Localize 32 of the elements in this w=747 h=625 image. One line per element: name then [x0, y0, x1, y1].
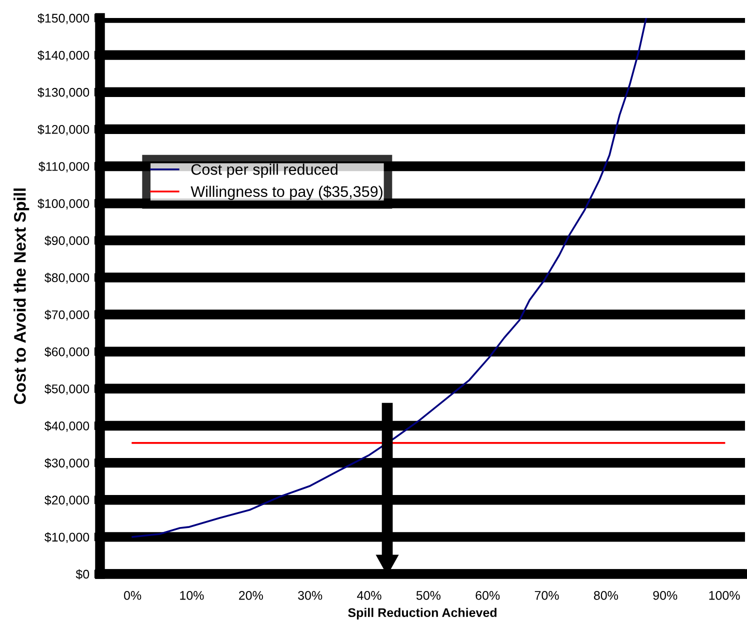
y-axis-title: Cost to Avoid the Next Spill	[14, 188, 30, 404]
line-series	[132, 18, 648, 538]
x-tick-label: 40%	[357, 590, 382, 600]
legend-label: Willingness to pay ($35,359)	[190, 186, 382, 200]
x-tick-label: 100%	[709, 590, 740, 600]
y-tick-label: $90,000	[44, 236, 90, 247]
y-tick-label: $10,000	[44, 532, 90, 544]
x-tick-label: 70%	[534, 590, 559, 600]
y-tick-label: $20,000	[44, 495, 90, 506]
legend-label: Cost per spill reduced	[191, 164, 338, 178]
x-tick-label: 90%	[653, 590, 678, 600]
y-tick-label: $120,000	[38, 124, 90, 136]
y-tick-label: $130,000	[38, 87, 90, 98]
y-tick-label: $100,000	[38, 198, 90, 210]
x-axis-title: Spill Reduction Achieved	[348, 608, 496, 620]
y-tick-label: $110,000	[38, 162, 90, 172]
y-tick-label: $0	[76, 569, 90, 580]
x-tick-label: 60%	[476, 590, 500, 600]
y-tick-label: $40,000	[44, 421, 90, 432]
y-tick-label: $140,000	[38, 50, 90, 62]
x-tick-label: 80%	[594, 590, 618, 600]
y-tick-label: $50,000	[44, 384, 90, 395]
y-tick-label: $30,000	[44, 458, 90, 469]
x-tick-label: 50%	[416, 590, 440, 600]
y-tick-label: $80,000	[44, 272, 90, 284]
x-tick-label: 0%	[124, 590, 142, 600]
y-tick-label: $150,000	[38, 13, 90, 24]
x-tick-label: 20%	[239, 590, 263, 600]
y-tick-label: $70,000	[44, 310, 90, 321]
x-tick-label: 10%	[180, 590, 204, 600]
y-tick-label: $60,000	[44, 346, 90, 358]
x-tick-label: 30%	[298, 590, 322, 600]
